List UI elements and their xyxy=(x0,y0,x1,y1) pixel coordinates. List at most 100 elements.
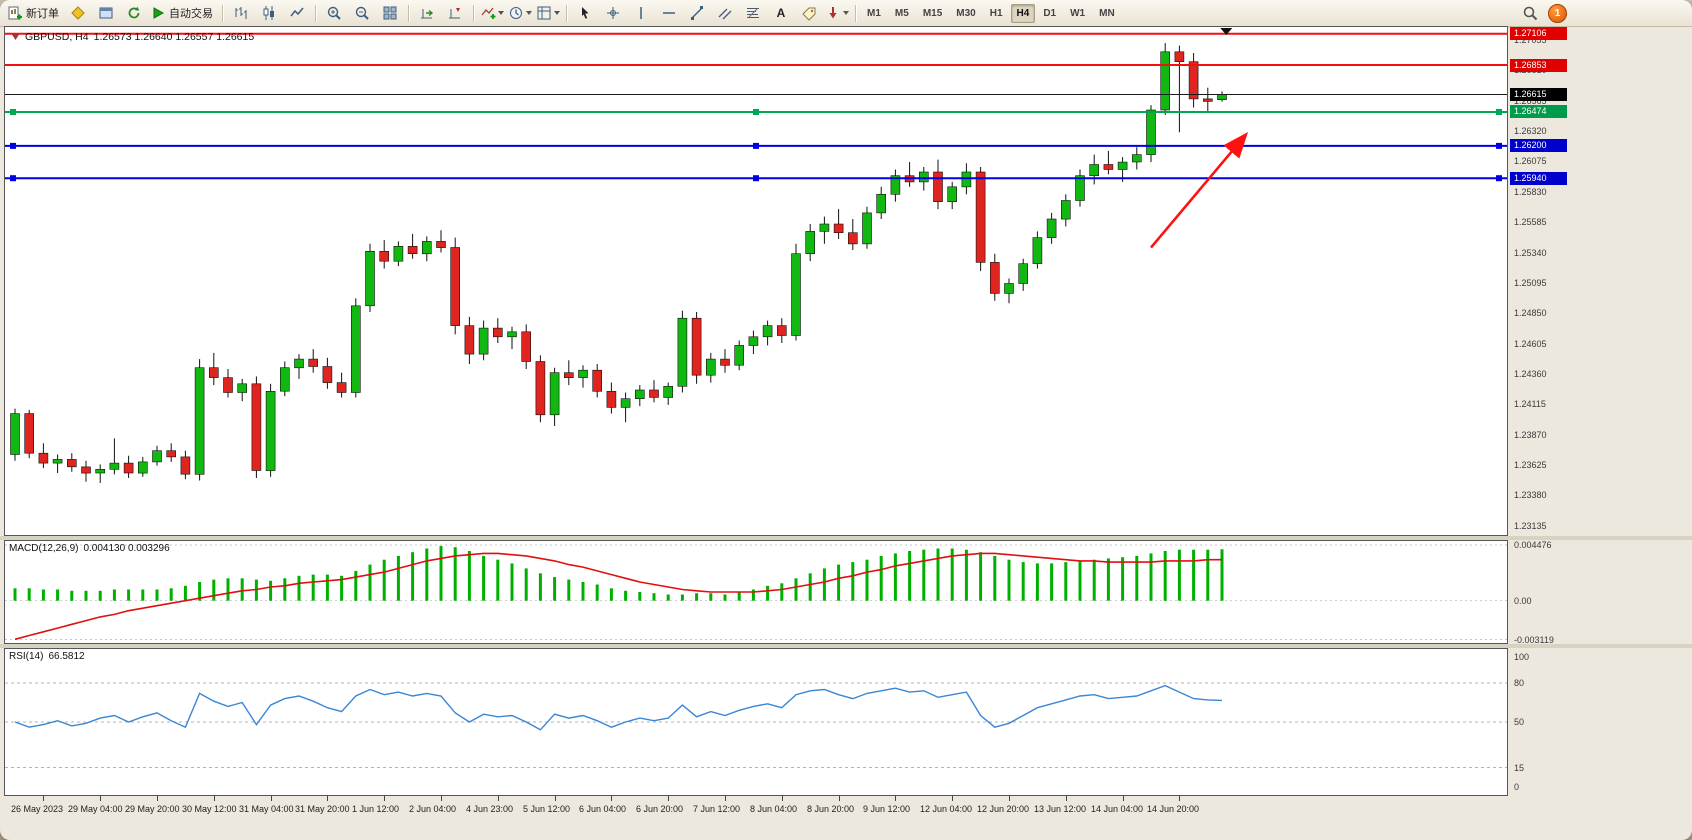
time-axis-tick xyxy=(895,796,896,801)
time-axis-label: 4 Jun 23:00 xyxy=(466,804,514,814)
channel-button[interactable] xyxy=(711,2,739,24)
periods-button[interactable] xyxy=(506,2,534,24)
price-axis-label: 1.24605 xyxy=(1514,339,1547,349)
time-axis-label: 8 Jun 20:00 xyxy=(807,804,855,814)
chevron-down-icon xyxy=(843,11,849,15)
indicators-button[interactable] xyxy=(478,2,506,24)
chart-shift-icon xyxy=(449,8,460,19)
price-chart[interactable] xyxy=(5,27,1507,535)
price-axis-label: 1.24850 xyxy=(1514,308,1547,318)
time-axis-label: 14 Jun 20:00 xyxy=(1147,804,1200,814)
price-axis-label: 1.24115 xyxy=(1514,399,1546,409)
panel-splitter[interactable] xyxy=(0,536,1692,540)
vertical-line-button[interactable] xyxy=(627,2,655,24)
timeframe-h1[interactable]: H1 xyxy=(989,7,1003,19)
vertical-line-icon xyxy=(640,7,642,19)
macd-panel[interactable] xyxy=(4,540,1508,644)
panel-splitter[interactable] xyxy=(0,644,1692,648)
fibonacci-button[interactable] xyxy=(739,2,767,24)
templates-button[interactable] xyxy=(534,2,562,24)
text-tool-icon: A xyxy=(776,6,786,20)
trendline-icon xyxy=(691,6,703,20)
time-axis-label: 8 Jun 04:00 xyxy=(750,804,798,814)
time-axis-tick xyxy=(384,796,385,801)
timeframe-m15[interactable]: M15 xyxy=(922,7,943,19)
rsi-panel[interactable] xyxy=(4,648,1508,796)
time-axis-label: 30 May 12:00 xyxy=(182,804,237,814)
line-chart-button[interactable] xyxy=(283,2,311,24)
metaeditor-button[interactable] xyxy=(64,2,92,24)
chevron-down-icon xyxy=(554,11,560,15)
price-tag: 1.26615 xyxy=(1510,88,1567,101)
time-axis-tick xyxy=(1179,796,1180,801)
chevron-down-icon xyxy=(526,11,532,15)
timeframe-d1[interactable]: D1 xyxy=(1043,7,1057,19)
toolbar-separator xyxy=(222,4,223,22)
timeframe-m1[interactable]: M1 xyxy=(867,7,881,19)
text-button[interactable]: A xyxy=(767,2,795,24)
zoom-out-button[interactable] xyxy=(348,2,376,24)
rsi-axis-label: 50 xyxy=(1514,717,1525,727)
bars-chart-button[interactable] xyxy=(227,2,255,24)
timeframe-h4[interactable]: H4 xyxy=(1010,3,1036,23)
auto-scroll-button[interactable] xyxy=(413,2,441,24)
rsi-name: RSI(14) xyxy=(9,651,44,662)
time-axis-label: 14 Jun 04:00 xyxy=(1091,804,1144,814)
time-axis-tick xyxy=(441,796,442,801)
text-label-button[interactable] xyxy=(795,2,823,24)
candlestick-chart-button[interactable] xyxy=(255,2,283,24)
timeframe-m30[interactable]: M30 xyxy=(956,7,976,19)
toolbar-separator xyxy=(315,4,316,22)
rsi-chart[interactable] xyxy=(5,649,1507,795)
timeframe-mn[interactable]: MN xyxy=(1099,7,1115,19)
time-axis-label: 26 May 2023 xyxy=(11,804,64,814)
time-axis-tick xyxy=(725,796,726,801)
price-axis-label: 1.25830 xyxy=(1514,187,1547,197)
refresh-button[interactable] xyxy=(120,2,148,24)
new-order-label: 新订单 xyxy=(26,8,59,20)
chart-shift-button[interactable] xyxy=(441,2,469,24)
new-order-button[interactable]: 新订单 xyxy=(5,2,64,24)
time-axis-tick xyxy=(271,796,272,801)
rsi-axis-label: 100 xyxy=(1514,652,1530,662)
price-axis-label: 1.25585 xyxy=(1514,217,1547,227)
time-axis-label: 12 Jun 04:00 xyxy=(920,804,973,814)
zoom-out-icon xyxy=(355,6,369,20)
zoom-in-button[interactable] xyxy=(320,2,348,24)
price-axis-label: 1.23870 xyxy=(1514,430,1547,440)
notification-count: 1 xyxy=(1554,8,1561,19)
price-axis-label: 1.26810 xyxy=(1514,65,1547,75)
price-chart-panel[interactable] xyxy=(4,26,1508,536)
symbol-timeframe-label: GBPUSD, H4 xyxy=(25,31,89,43)
price-axis-label: 1.25340 xyxy=(1514,248,1547,258)
price-axis-label: 1.27055 xyxy=(1514,35,1547,45)
time-axis-tick xyxy=(1009,796,1010,801)
trendline-button[interactable] xyxy=(683,2,711,24)
time-axis-label: 2 Jun 04:00 xyxy=(409,804,457,814)
zoom-in-icon xyxy=(327,6,341,20)
cursor-button[interactable] xyxy=(571,2,599,24)
time-axis-label: 6 Jun 04:00 xyxy=(579,804,627,814)
timeframe-w1[interactable]: W1 xyxy=(1070,7,1086,19)
time-axis-tick xyxy=(1066,796,1067,801)
label-icon xyxy=(802,7,816,21)
price-axis-label: 1.23625 xyxy=(1514,460,1547,470)
autotrade-button[interactable]: 自动交易 xyxy=(148,2,218,24)
ohlc-values: 1.26573 1.26640 1.26557 1.26615 xyxy=(93,31,255,43)
search-button[interactable] xyxy=(1516,2,1544,24)
price-axis-label: 1.23135 xyxy=(1514,521,1547,531)
tile-windows-button[interactable] xyxy=(376,2,404,24)
price-axis-label: 1.26565 xyxy=(1514,96,1547,106)
crosshair-button[interactable] xyxy=(599,2,627,24)
notification-badge[interactable]: 1 xyxy=(1548,4,1567,23)
macd-header: MACD(12,26,9) 0.004130 0.003296 xyxy=(9,543,175,554)
horizontal-line-button[interactable] xyxy=(655,2,683,24)
timeframe-m5[interactable]: M5 xyxy=(894,7,909,19)
arrows-button[interactable] xyxy=(823,2,851,24)
terminal-button[interactable] xyxy=(92,2,120,24)
time-axis-label: 31 May 04:00 xyxy=(239,804,294,814)
channel-icon xyxy=(718,8,732,20)
window-icon xyxy=(99,7,113,19)
macd-chart[interactable] xyxy=(5,541,1507,643)
